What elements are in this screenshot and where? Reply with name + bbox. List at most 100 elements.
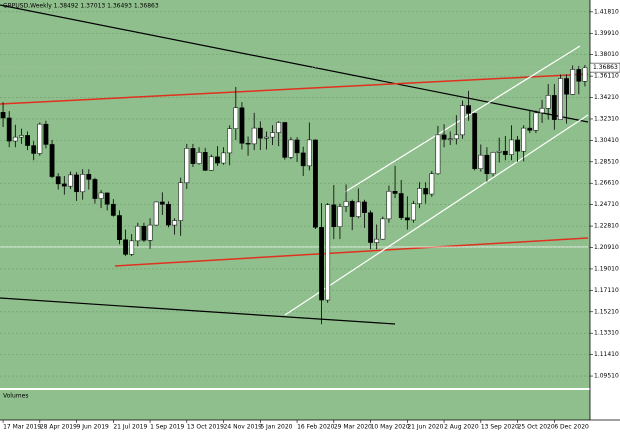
candle-body (484, 154, 490, 175)
candle-body (86, 174, 92, 180)
candle-body (61, 183, 67, 187)
candle-body (196, 152, 202, 164)
x-tick-label: 5 Jan 2020 (260, 424, 292, 431)
candle-body (453, 134, 459, 140)
y-tick-label: 1.28510 (594, 158, 619, 165)
candle-body (166, 203, 171, 226)
candle-body (319, 227, 324, 301)
volume-label: Volumes (3, 393, 28, 400)
x-tick-label: 21 Jun 2020 (407, 424, 443, 431)
candle-body (551, 95, 557, 120)
plot-area (0, 0, 590, 388)
candle-body (294, 139, 300, 154)
candle-body (31, 145, 37, 154)
candle-body (147, 224, 153, 241)
candle-body (49, 144, 55, 177)
candle-body (362, 201, 367, 213)
candle-body (123, 239, 128, 255)
candle-body (521, 127, 527, 152)
y-tick-label: 1.11410 (594, 351, 619, 358)
candle-body (570, 69, 576, 95)
candle-body (37, 123, 43, 154)
candle-body (80, 174, 86, 193)
candle-body (380, 218, 386, 240)
candle-body (98, 192, 104, 199)
candle-body (539, 108, 545, 114)
chart-title: GBPUSD,Weekly 1.38492 1.37013 1.36493 1.… (3, 3, 159, 10)
candle-body (12, 136, 18, 142)
candle-body (110, 203, 116, 216)
candle-body (68, 174, 73, 187)
x-tick-label: 6 Dec 2020 (554, 424, 589, 431)
candle-body (441, 134, 447, 140)
candle-body (343, 201, 349, 207)
candle-body (153, 201, 159, 226)
x-tick-label: 13 Sep 2020 (481, 424, 519, 431)
candle-body (178, 182, 184, 221)
candle-body (184, 148, 190, 184)
candle-body (129, 240, 135, 255)
y-tick-label: 1.15210 (594, 308, 619, 315)
candle-body (270, 132, 275, 138)
y-tick-label: 1.22810 (594, 223, 619, 230)
candle-body (435, 134, 441, 175)
y-tick-label: 1.20910 (594, 244, 619, 251)
candle-body (398, 193, 404, 218)
candle-body (355, 201, 361, 217)
candle-body (417, 188, 422, 204)
candle-body (306, 139, 312, 167)
candle-body (6, 117, 12, 142)
candle-body (325, 204, 331, 301)
x-tick-label: 13 Oct 2019 (187, 424, 224, 431)
channel-line (284, 114, 589, 316)
candle-body (515, 139, 520, 152)
candle-body (221, 152, 226, 164)
candle-body (25, 135, 30, 146)
candle-body (227, 128, 233, 154)
candle-body (331, 204, 337, 228)
candle-body (141, 225, 147, 241)
candle-body (190, 148, 196, 164)
candle-body (313, 139, 318, 228)
y-tick-label: 1.41810 (594, 8, 619, 15)
candle-body (0, 112, 6, 119)
candle-body (159, 201, 165, 205)
candle-body (233, 107, 239, 129)
trendline (0, 73, 589, 105)
candle-body (490, 152, 496, 175)
volume-panel (0, 390, 590, 420)
x-tick-label: 10 May 2020 (371, 424, 410, 431)
candle-body (374, 238, 380, 243)
candle-body (288, 139, 294, 158)
candle-body (172, 220, 177, 226)
candle-body (392, 190, 398, 194)
x-tick-label: 9 Jun 2019 (77, 424, 109, 431)
candle-body (564, 78, 569, 95)
candle-body (496, 150, 502, 153)
candle-body (282, 122, 288, 158)
candle-body (251, 127, 257, 145)
x-tick-label: 25 Oct 2020 (518, 424, 555, 431)
candle-body (423, 188, 429, 195)
candle-body (386, 190, 392, 220)
candle-body (19, 135, 24, 138)
y-tick-label: 1.34210 (594, 94, 619, 101)
y-tick-label: 1.39910 (594, 30, 619, 37)
y-tick-label: 1.09510 (594, 373, 619, 380)
candle-body (239, 107, 245, 144)
candle-body (404, 217, 410, 221)
candle-body (300, 152, 306, 167)
candle-body (460, 105, 465, 136)
candle-body (466, 105, 471, 114)
candle-body (558, 78, 563, 120)
candle-body (509, 139, 514, 155)
y-tick-label: 1.24710 (594, 201, 619, 208)
x-tick-label: 17 Mar 2019 (3, 424, 41, 431)
trendline (0, 297, 396, 325)
candle-body (208, 156, 214, 171)
candle-body (92, 179, 98, 199)
candles (0, 64, 588, 325)
candle-body (368, 212, 373, 243)
y-tick-label: 1.36110 (594, 73, 619, 80)
